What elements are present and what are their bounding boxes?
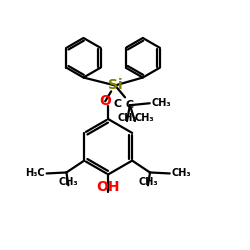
Text: CH₃: CH₃ (135, 113, 154, 123)
Text: CH₃: CH₃ (58, 177, 78, 187)
Text: CH₃: CH₃ (117, 113, 137, 123)
Text: C: C (113, 99, 121, 109)
Text: CH₃: CH₃ (172, 168, 191, 178)
Text: C: C (126, 100, 134, 110)
Text: CH₃: CH₃ (152, 98, 171, 108)
Text: H₃C: H₃C (25, 168, 45, 178)
Text: O: O (99, 94, 111, 108)
Text: Si: Si (108, 78, 122, 92)
Text: CH₃: CH₃ (138, 177, 158, 187)
Text: OH: OH (96, 180, 120, 194)
